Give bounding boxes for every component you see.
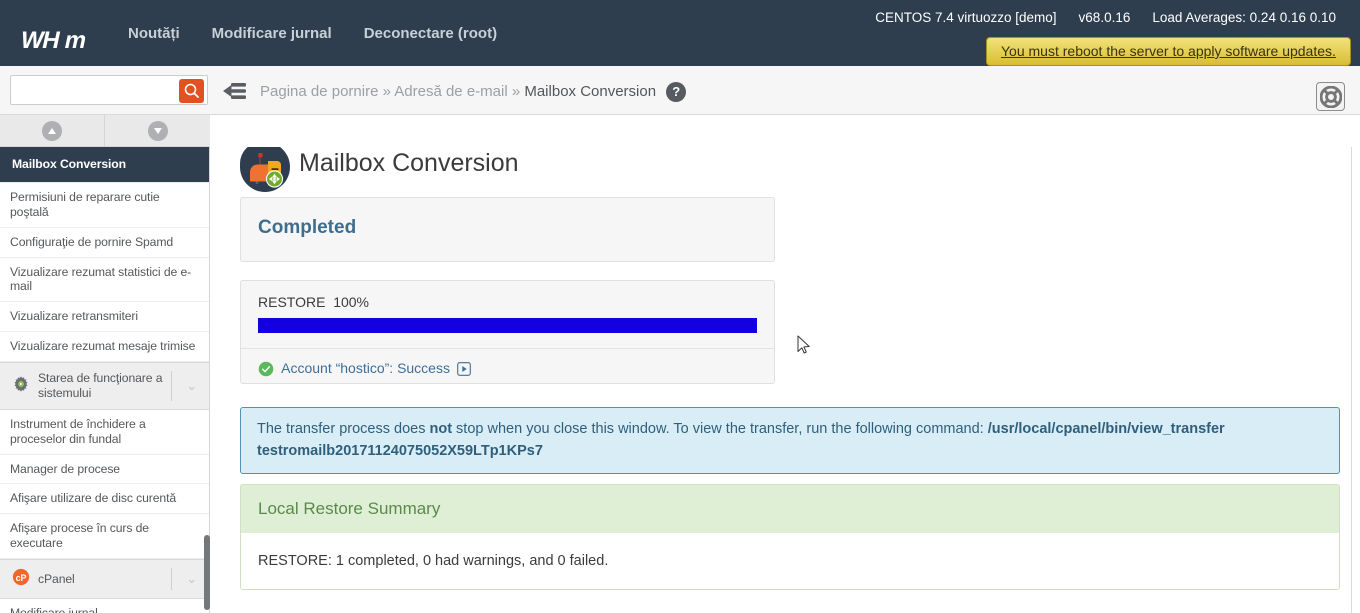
svg-text:WH: WH <box>22 27 62 54</box>
svg-text:m: m <box>62 27 88 54</box>
svg-text:cP: cP <box>16 573 27 583</box>
